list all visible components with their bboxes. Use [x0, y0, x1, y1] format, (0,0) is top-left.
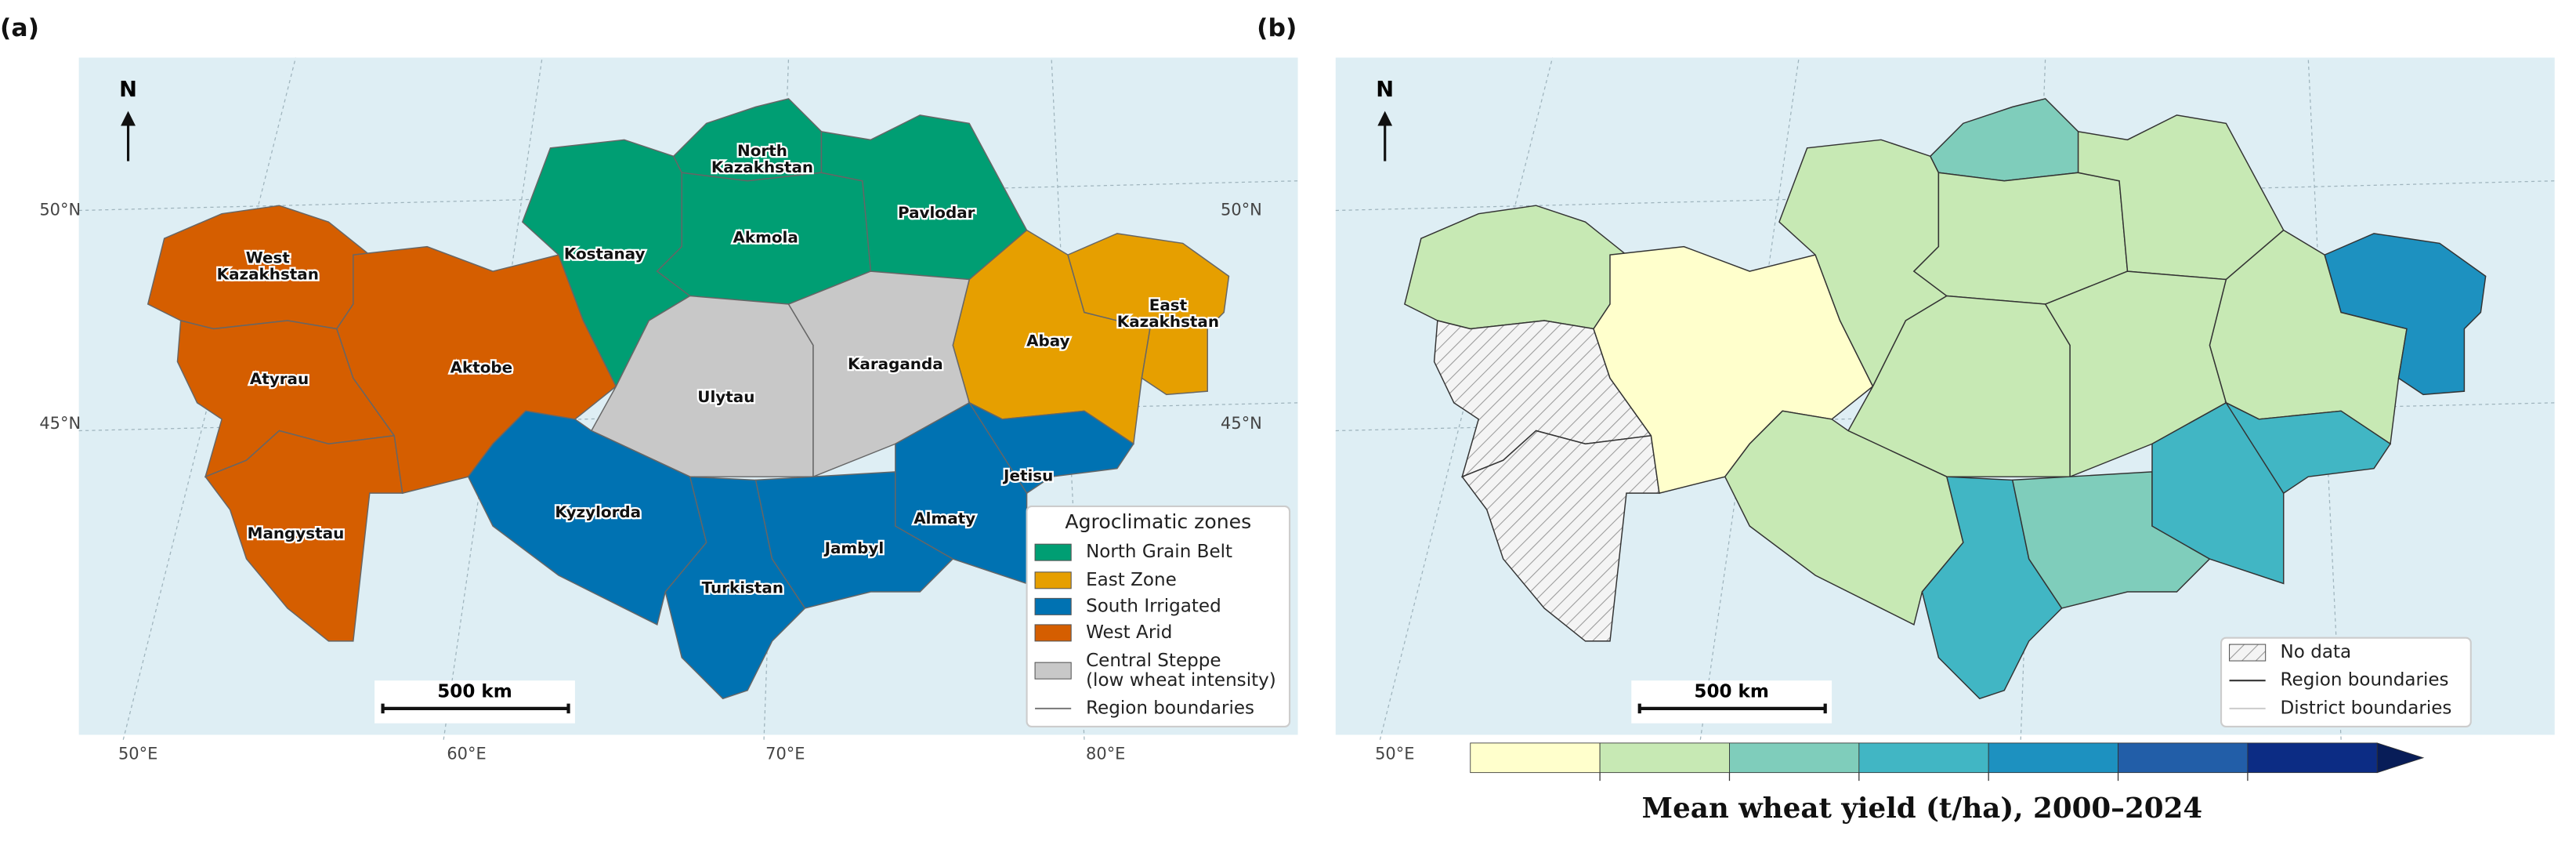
- legend-title: Agroclimatic zones: [1065, 510, 1251, 533]
- colorbar-title: Mean wheat yield (t/ha), 2000–2024: [1642, 792, 2203, 825]
- region-label-line: Kazakhstan: [217, 265, 319, 283]
- scale-label: 500 km: [1694, 681, 1768, 702]
- legend-label-line: Central Steppe: [1086, 651, 1221, 671]
- panel-tag: (a): [0, 14, 39, 42]
- scale-bar: [381, 703, 570, 714]
- lat-label: 50°N: [39, 200, 81, 219]
- legend-label: No data: [2281, 642, 2352, 662]
- legend-label: South Irrigated: [1086, 596, 1221, 616]
- north-label: N: [1376, 78, 1394, 102]
- region-label: Jetisu: [1002, 467, 1053, 485]
- region-label: Kyzylorda: [555, 503, 641, 521]
- region: [1461, 430, 1660, 642]
- region: [2224, 401, 2392, 495]
- region-label: Karaganda: [848, 355, 943, 373]
- map-panel: (b) N 500 km 50°N 45°N 50°E No data Region boun…: [1221, 14, 2555, 763]
- colorbar-extend: [2376, 742, 2425, 774]
- region-label: Aktobe: [450, 358, 513, 376]
- region-label-line: Kazakhstan: [711, 158, 813, 176]
- region: [204, 430, 403, 642]
- scale-box: [374, 680, 575, 724]
- panel-tag: (b): [1257, 14, 1297, 42]
- lat-label: 45°N: [39, 414, 81, 433]
- legend-swatch: [1034, 662, 1072, 680]
- legend-label: West Arid: [1086, 622, 1172, 643]
- graticule: [122, 57, 297, 740]
- colorbar-bin: [2118, 742, 2249, 774]
- graticule: [2307, 57, 2342, 740]
- legend-label: Region boundaries: [2281, 670, 2449, 691]
- legend-swatch: [1034, 624, 1072, 642]
- colorbar-bin: [1599, 742, 1730, 774]
- scale-bar: [1637, 703, 1827, 714]
- legend-swatch: [1034, 571, 1072, 589]
- region-label: Almaty: [914, 510, 975, 528]
- legend-box: [2220, 636, 2472, 727]
- colorbar-bin: [1470, 742, 1601, 774]
- lon-label: 80°E: [1086, 745, 1125, 763]
- region-label: East Kazakhstan: [1117, 296, 1219, 331]
- scale-label: 500 km: [437, 681, 512, 702]
- legend-box: [1026, 505, 1291, 727]
- lat-label: 50°N: [1221, 200, 1262, 219]
- region-label-line: West: [246, 248, 291, 267]
- lon-label: 60°E: [447, 745, 486, 763]
- lon-label: 70°E: [765, 745, 805, 763]
- region-label: Ulytau: [697, 388, 754, 406]
- colorbar-bin: [1858, 742, 1989, 774]
- colorbar-bin: [1988, 742, 2118, 774]
- region-label: Kostanay: [564, 245, 646, 263]
- region-label-line: East: [1149, 296, 1188, 314]
- scale-box: [1631, 680, 1833, 724]
- region-label: Atyrau: [250, 370, 309, 388]
- lat-label: 45°N: [1221, 414, 1262, 433]
- region: [1067, 233, 1230, 396]
- legend-swatch: [1034, 543, 1072, 561]
- legend-swatch: [2229, 644, 2267, 662]
- region-label-line: North: [737, 142, 787, 160]
- region: [968, 401, 1134, 495]
- legend-label: Central Steppe (low wheat intensity): [1086, 651, 1276, 691]
- legend-label-line: (low wheat intensity): [1086, 670, 1276, 691]
- region-label: Jambyl: [823, 539, 885, 557]
- region-label: Akmola: [733, 229, 798, 247]
- legend-swatch: [1034, 597, 1072, 615]
- legend-label: North Grain Belt: [1086, 542, 1232, 562]
- map-panel: (a) N 500 km 50°N 45°N 50°E 60°E 70°E 80°E Agrocl…: [0, 14, 1298, 763]
- lon-label: 50°E: [1375, 745, 1414, 763]
- region-label: West Kazakhstan: [217, 248, 319, 283]
- region-label: Mangystau: [248, 524, 345, 542]
- graticule: [1379, 57, 1554, 740]
- colorbar-bin: [2247, 742, 2378, 774]
- region-label: Pavlodar: [898, 204, 975, 222]
- region-label: Abay: [1026, 332, 1069, 350]
- region-label-line: Kazakhstan: [1117, 313, 1219, 331]
- legend-label: East Zone: [1086, 570, 1177, 590]
- lon-label: 50°E: [118, 745, 157, 763]
- legend-label: District boundaries: [2281, 698, 2452, 718]
- region: [2324, 233, 2487, 396]
- region-label: North Kazakhstan: [711, 142, 813, 176]
- colorbar-bin: [1729, 742, 1860, 774]
- region-label: Turkistan: [702, 578, 783, 597]
- legend-label: Region boundaries: [1086, 698, 1254, 718]
- north-label: N: [119, 78, 137, 102]
